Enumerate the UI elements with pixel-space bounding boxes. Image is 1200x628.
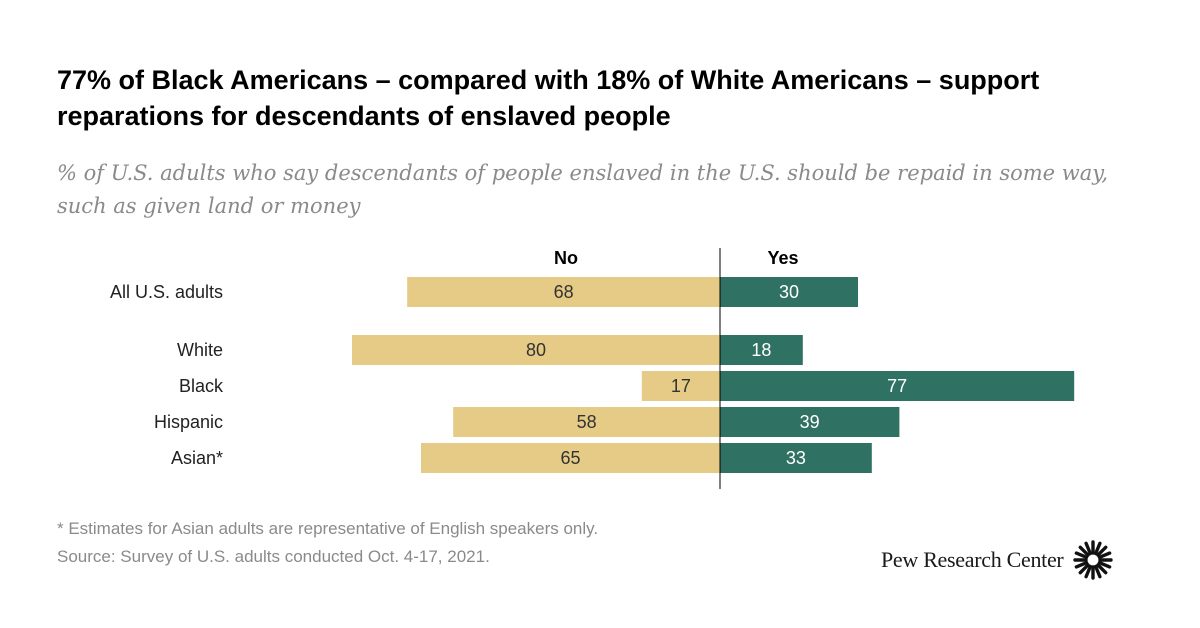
value-label-no-asian: 65 (560, 448, 580, 468)
bar-no-hispanic (453, 407, 720, 437)
category-label-white: White (177, 340, 223, 360)
series-header-no: No (554, 248, 578, 268)
value-label-no-all-u-s-adults: 68 (554, 282, 574, 302)
value-label-no-white: 80 (526, 340, 546, 360)
category-label-hispanic: Hispanic (154, 412, 223, 432)
bar-yes-hispanic (720, 407, 900, 437)
category-label-asian: Asian* (171, 448, 223, 468)
value-label-no-hispanic: 58 (577, 412, 597, 432)
category-label-all-u-s-adults: All U.S. adults (110, 282, 223, 302)
bar-no-all-u-s-adults (407, 277, 720, 307)
bar-no-white (352, 335, 720, 365)
category-label-black: Black (179, 376, 224, 396)
bar-yes-white (720, 335, 803, 365)
footnote-asian: * Estimates for Asian adults are represe… (57, 519, 599, 538)
series-header-yes: Yes (767, 248, 798, 268)
pew-logo: Pew Research Center (881, 540, 1114, 580)
chart-title: 77% of Black Americans – compared with 1… (57, 65, 1040, 131)
value-label-yes-black: 77 (887, 376, 907, 396)
bar-yes-black (720, 371, 1075, 401)
source-note: Source: Survey of U.S. adults conducted … (57, 547, 490, 566)
bar-no-black (641, 371, 720, 401)
bar-no-asian (421, 443, 720, 473)
sunburst-icon (1073, 540, 1114, 580)
value-label-yes-hispanic: 39 (800, 412, 820, 432)
value-label-no-black: 17 (671, 376, 691, 396)
diverging-bar-chart: No Yes All U.S. adults 68 30 White 80 18 Black 17… (110, 248, 1075, 489)
bar-yes-all-u-s-adults (720, 277, 858, 307)
value-label-yes-asian: 33 (786, 448, 806, 468)
brand-name: Pew Research Center (881, 547, 1064, 572)
chart-subtitle: % of U.S. adults who say descendants of … (57, 161, 1109, 218)
value-label-yes-all-u-s-adults: 30 (779, 282, 799, 302)
bar-yes-asian (720, 443, 872, 473)
value-label-yes-white: 18 (751, 340, 771, 360)
